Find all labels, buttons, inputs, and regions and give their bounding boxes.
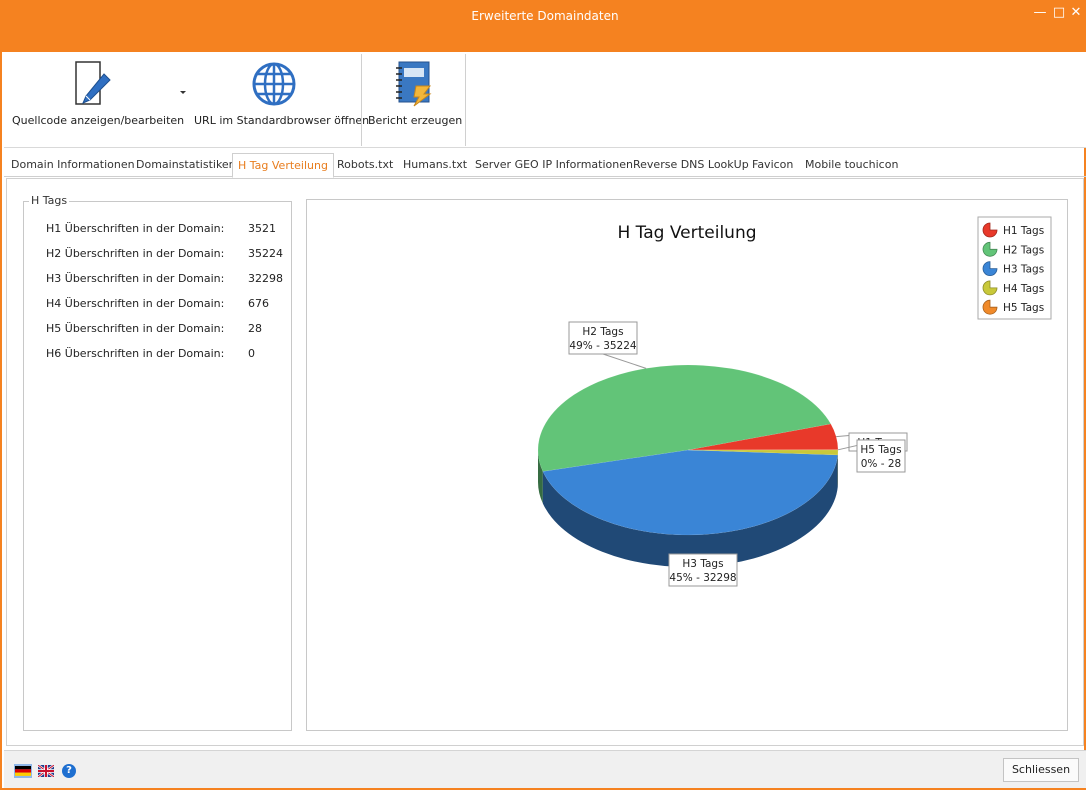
tab-domain-informationen[interactable]: Domain Informationen	[6, 153, 140, 177]
create-report-button[interactable]: Bericht erzeugen	[368, 58, 460, 128]
source-code-button[interactable]: Quellcode anzeigen/bearbeiten	[12, 58, 172, 128]
title-bar: Erweiterte Domaindaten — □ ✕	[2, 0, 1086, 52]
close-dialog-button[interactable]: Schliessen	[1003, 758, 1079, 782]
tab-domainstatistiken[interactable]: Domainstatistiken	[131, 153, 241, 177]
source-code-label: Quellcode anzeigen/bearbeiten	[12, 114, 172, 127]
report-notebook-icon	[390, 60, 438, 108]
open-in-browser-label: URL im Standardbrowser öffnen	[194, 114, 354, 127]
data-label-text: 45% - 32298	[669, 572, 736, 584]
window-title: Erweiterte Domaindaten	[2, 9, 1086, 23]
chart-legend: H1 Tags H2 Tags H3 Tags H4 Tags H5 Tags	[978, 217, 1051, 319]
h-tags-group-legend: H Tags	[29, 194, 69, 207]
tab-robots-txt[interactable]: Robots.txt	[332, 153, 398, 177]
h-tag-label: H2 Überschriften in der Domain:	[46, 247, 224, 260]
chevron-down-icon[interactable]	[180, 91, 186, 94]
legend-entry: H1 Tags	[1003, 225, 1044, 237]
close-window-button[interactable]: ✕	[1068, 5, 1084, 21]
data-label-h2-tags: H2 Tags 49% - 35224	[569, 322, 646, 368]
h-tag-label: H5 Überschriften in der Domain:	[46, 322, 224, 335]
minimize-button[interactable]: —	[1032, 5, 1048, 21]
tab-bar: Domain Informationen Domainstatistiken H…	[4, 153, 1086, 177]
tab-mobile-touchicon[interactable]: Mobile touchicon	[800, 153, 903, 177]
tab-h-tag-verteilung[interactable]: H Tag Verteilung	[232, 153, 334, 178]
data-label-text: H5 Tags	[860, 444, 901, 456]
data-label-h3-tags: H3 Tags 45% - 32298	[669, 554, 737, 586]
h-tag-value: 3521	[248, 222, 276, 235]
pie-chart-panel: H Tag Verteilung H1 Tags H2 Tags 49% - 3522…	[306, 199, 1068, 731]
tab-server-geo-ip[interactable]: Server GEO IP Informationen	[470, 153, 638, 177]
toolbar-separator	[465, 54, 466, 146]
data-label-leader	[603, 354, 646, 368]
help-icon[interactable]: ?	[62, 764, 76, 778]
data-label-text: 49% - 35224	[569, 340, 637, 352]
chart-title: H Tag Verteilung	[617, 223, 756, 243]
status-bar: ? Schliessen	[4, 750, 1086, 788]
legend-entry: H2 Tags	[1003, 244, 1044, 256]
globe-icon	[250, 60, 298, 108]
tab-content-panel: H Tags H1 Überschriften in der Domain: 3…	[6, 178, 1084, 746]
toolbar-separator	[361, 54, 362, 146]
data-label-text: H2 Tags	[582, 326, 623, 338]
maximize-button[interactable]: □	[1051, 5, 1067, 21]
legend-entry: H5 Tags	[1003, 302, 1044, 314]
legend-entry: H4 Tags	[1003, 283, 1044, 295]
h-tag-label: H6 Überschriften in der Domain:	[46, 347, 224, 360]
h-tag-value: 28	[248, 322, 262, 335]
h-tag-value: 32298	[248, 272, 283, 285]
data-label-text: 0% - 28	[861, 458, 901, 470]
h-tag-value: 676	[248, 297, 269, 310]
flag-de-icon[interactable]	[14, 764, 32, 778]
h-tag-value: 0	[248, 347, 255, 360]
tab-reverse-dns-lookup[interactable]: Reverse DNS LookUp	[628, 153, 754, 177]
tab-favicon[interactable]: Favicon	[747, 153, 798, 177]
h-tag-label: H3 Überschriften in der Domain:	[46, 272, 224, 285]
h-tag-label: H4 Überschriften in der Domain:	[46, 297, 224, 310]
edit-document-icon	[68, 60, 116, 108]
flag-uk-icon[interactable]	[38, 765, 54, 777]
data-label-text: H3 Tags	[682, 558, 723, 570]
create-report-label: Bericht erzeugen	[368, 114, 460, 127]
h-tag-value: 35224	[248, 247, 283, 260]
h-tags-group: H Tags H1 Überschriften in der Domain: 3…	[23, 201, 292, 731]
toolbar-ribbon: Quellcode anzeigen/bearbeiten URL im Sta…	[4, 52, 1086, 148]
tab-humans-txt[interactable]: Humans.txt	[398, 153, 472, 177]
legend-entry: H3 Tags	[1003, 264, 1044, 276]
pie-chart: H Tag Verteilung H1 Tags H2 Tags 49% - 3522…	[307, 200, 1067, 730]
open-in-browser-button[interactable]: URL im Standardbrowser öffnen	[194, 58, 354, 128]
h-tag-label: H1 Überschriften in der Domain:	[46, 222, 224, 235]
data-label-h5-tags: H5 Tags 0% - 28	[838, 440, 905, 472]
